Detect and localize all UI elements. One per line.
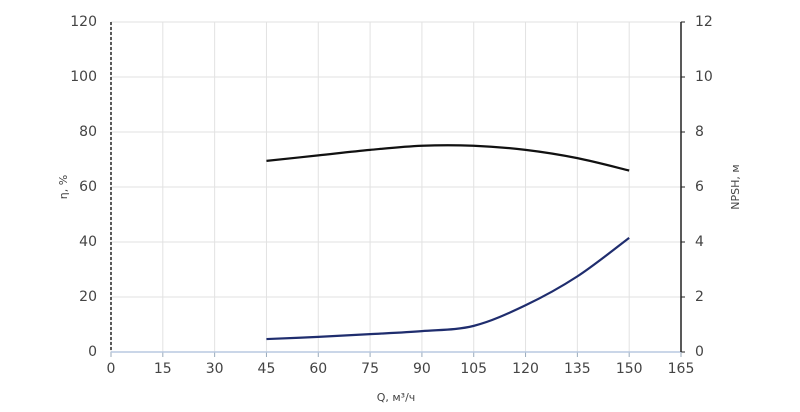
- y-tick-label: 60: [79, 179, 97, 195]
- y-tick-label: 100: [70, 69, 97, 85]
- x-tick-label: 90: [413, 361, 431, 377]
- y2-tick-label: 10: [695, 69, 713, 85]
- x-tick-label: 60: [309, 361, 327, 377]
- x-tick-label: 120: [512, 361, 539, 377]
- x-tick-label: 150: [616, 361, 643, 377]
- y-tick-label: 120: [70, 14, 97, 30]
- y-tick-label: 0: [88, 344, 97, 360]
- x-tick-label: 0: [107, 361, 116, 377]
- x-tick-label: 15: [154, 361, 172, 377]
- data-line: [266, 144, 630, 172]
- y2-tick-label: 6: [695, 179, 704, 195]
- x-tick-label: 165: [668, 361, 695, 377]
- x-axis-label: Q, м³/ч: [377, 391, 416, 404]
- y2-tick-label: 8: [695, 124, 704, 140]
- y2-tick-label: 0: [695, 344, 704, 360]
- y2-tick-label: 2: [695, 289, 704, 305]
- y-tick-label: 40: [79, 234, 97, 250]
- data-line: [266, 236, 630, 341]
- y-axis-label: η, %: [57, 175, 70, 199]
- y2-tick-label: 4: [695, 234, 704, 250]
- x-tick-label: 75: [361, 361, 379, 377]
- x-tick-label: 45: [258, 361, 276, 377]
- y2-axis-label: NPSH, м: [729, 164, 742, 209]
- y-tick-label: 20: [79, 289, 97, 305]
- x-tick-label: 135: [564, 361, 591, 377]
- y-tick-label: 80: [79, 124, 97, 140]
- x-tick-label: 105: [460, 361, 487, 377]
- x-tick-label: 30: [206, 361, 224, 377]
- y2-tick-label: 12: [695, 14, 713, 30]
